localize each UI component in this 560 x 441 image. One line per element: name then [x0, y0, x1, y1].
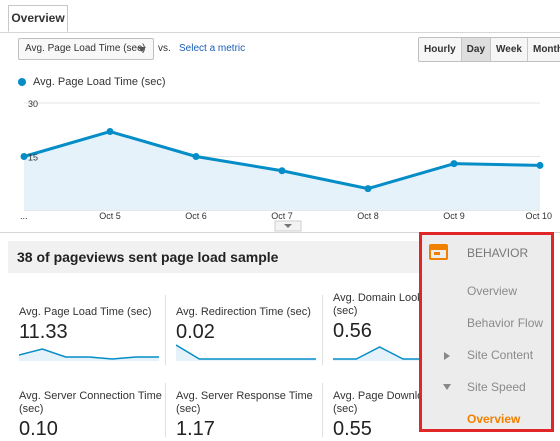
sparkline-area [333, 347, 473, 361]
data-point [364, 185, 372, 193]
sparkline [19, 348, 159, 361]
section-divider [0, 232, 560, 233]
hourly-button[interactable]: Hourly [419, 38, 462, 61]
series-dot-icon [18, 78, 26, 86]
sparkline-line [19, 348, 159, 360]
legend-label: Avg. Page Load Time (sec) [33, 76, 166, 88]
metric-value: 11.33 [19, 321, 68, 343]
sample-banner [8, 241, 438, 273]
vs-label: vs. [158, 43, 171, 54]
sidebar-item-behavior-flow[interactable]: Behavior Flow [467, 316, 544, 330]
metric-label: Avg. Page Downlo (sec) [333, 390, 424, 415]
x-tick-label: Oct 8 [357, 211, 379, 221]
select-metric-link[interactable]: Select a metric [179, 43, 246, 54]
data-point [536, 161, 544, 169]
metric-value: 0.56 [333, 320, 372, 342]
metric-label: Avg. Server Response Time (sec) [176, 390, 313, 415]
sparkline-line [176, 344, 316, 360]
metric-label: Avg. Domain Look (sec) [333, 292, 423, 317]
sidebar-item-site-content[interactable]: Site Content [467, 348, 534, 362]
chevron-down-icon [443, 384, 451, 390]
metric-label: Avg. Page Load Time (sec) [19, 306, 152, 318]
data-point [278, 167, 286, 175]
behavior-menu: BEHAVIOR Overview Behavior Flow Site Con… [419, 232, 554, 432]
x-tick-label: Oct 10 [525, 211, 552, 221]
x-tick-label: Oct 6 [185, 211, 207, 221]
y-tick-label: 15 [28, 153, 38, 163]
card-divider [322, 383, 323, 437]
tab-overview[interactable]: Overview [8, 5, 68, 32]
metric-value: 1.17 [176, 418, 215, 440]
chart-legend: Avg. Page Load Time (sec) [18, 76, 165, 88]
x-tick-label: Oct 9 [443, 211, 465, 221]
metric-card[interactable]: Avg. Server Connection Time (sec) 0.10 [19, 390, 165, 441]
series-area [24, 131, 540, 210]
granularity-toggle: Hourly Day Week Month [418, 37, 560, 62]
week-button[interactable]: Week [491, 38, 528, 61]
sidebar-item-site-speed[interactable]: Site Speed [467, 380, 526, 394]
metric-card[interactable]: Avg. Page Load Time (sec) 11.33 [19, 306, 165, 344]
data-point [20, 153, 28, 160]
sample-heading: 38 of pageviews sent page load sample [17, 249, 279, 265]
card-divider [165, 295, 166, 365]
sidebar-item-overview[interactable]: Overview [467, 284, 518, 298]
metric-card[interactable]: Avg. Page Downlo (sec) 0.55 [333, 390, 479, 441]
chevron-right-icon [444, 352, 450, 360]
sparkline-area [19, 349, 159, 361]
metric-label: Avg. Server Connection Time (sec) [19, 390, 162, 415]
metric-card[interactable]: Avg. Domain Look (sec) 0.56 [333, 292, 479, 343]
metric-card[interactable]: Avg. Redirection Time (sec) 0.02 [176, 306, 322, 344]
card-divider [165, 383, 166, 437]
x-tick-label: ... [20, 211, 28, 221]
x-tick-label: Oct 7 [271, 211, 293, 221]
metric-dropdown-label: Avg. Page Load Time (sec) [25, 43, 146, 54]
behavior-section-title[interactable]: BEHAVIOR [467, 246, 529, 260]
x-tick-label: Oct 5 [99, 211, 121, 221]
metric-card[interactable]: Avg. Server Response Time (sec) 1.17 [176, 390, 322, 441]
metric-value: 0.10 [19, 418, 58, 440]
data-point [106, 128, 114, 136]
metric-value: 0.02 [176, 321, 215, 343]
metric-label: Avg. Redirection Time (sec) [176, 306, 311, 318]
sidebar-item-site-speed-overview[interactable]: Overview [467, 412, 521, 426]
data-point [192, 153, 200, 160]
behavior-icon [429, 244, 448, 260]
data-point [450, 160, 458, 168]
metric-dropdown[interactable]: Avg. Page Load Time (sec) [18, 38, 154, 60]
chevron-down-icon [138, 47, 146, 52]
y-tick-label: 30 [28, 99, 38, 109]
chevron-down-icon [284, 224, 292, 228]
tab-bar: Overview [0, 0, 560, 33]
month-button[interactable]: Month [527, 38, 560, 61]
metric-value: 0.55 [333, 418, 372, 440]
card-divider [322, 295, 323, 365]
line-chart: 30 15... Oct 5 Oct 6 Oct 7 Oct 8 Oct 9 Oct 10 [20, 99, 552, 232]
sparkline [176, 344, 316, 361]
day-button[interactable]: Day [461, 38, 492, 61]
